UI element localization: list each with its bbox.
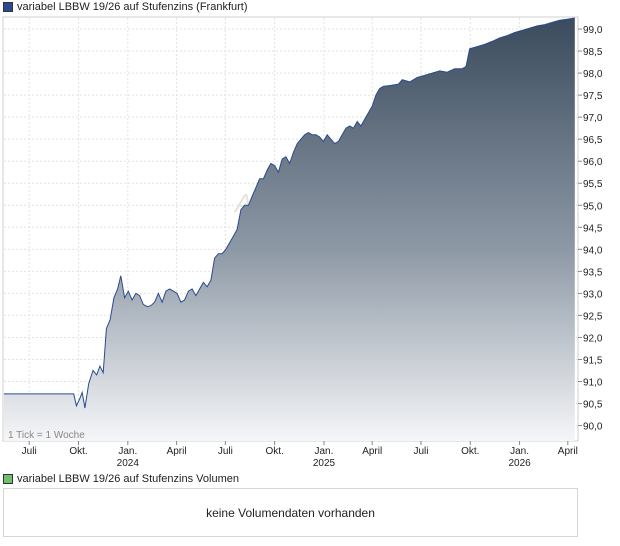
- x-year-label: 2026: [508, 458, 531, 469]
- y-tick-label: 97,5: [583, 91, 603, 102]
- x-tick-label: April: [558, 446, 578, 457]
- price-legend-label: variabel LBBW 19/26 auf Stufenzins (Fran…: [17, 1, 248, 13]
- y-tick-label: 97,0: [583, 113, 603, 124]
- x-tick-label: Okt.: [69, 446, 87, 457]
- x-tick-label: Jan.: [118, 446, 137, 457]
- x-tick-label: Okt.: [461, 446, 479, 457]
- x-tick-label: Jan.: [510, 446, 529, 457]
- volume-legend: variabel LBBW 19/26 auf Stufenzins Volum…: [3, 472, 239, 486]
- price-legend-swatch: [3, 2, 13, 12]
- x-tick-label: Jan.: [315, 446, 334, 457]
- y-tick-label: 93,0: [583, 289, 603, 300]
- y-tick-label: 98,5: [583, 47, 603, 58]
- y-tick-label: 99,0: [583, 25, 603, 36]
- y-tick-label: 90,5: [583, 400, 603, 411]
- y-tick-label: 95,0: [583, 201, 603, 212]
- x-tick-label: Juli: [22, 446, 37, 457]
- price-line: [4, 17, 575, 409]
- volume-panel: keine Volumendaten vorhanden: [3, 488, 578, 537]
- y-tick-label: 94,0: [583, 245, 603, 256]
- volume-message: keine Volumendaten vorhanden: [206, 505, 375, 520]
- y-tick-label: 90,0: [583, 422, 603, 433]
- y-tick-label: 92,5: [583, 311, 603, 322]
- x-year-label: 2025: [313, 458, 336, 469]
- y-tick-label: 91,0: [583, 378, 603, 389]
- y-tick-label: 92,0: [583, 333, 603, 344]
- y-tick-label: 98,0: [583, 69, 603, 80]
- y-tick-label: 94,5: [583, 223, 603, 234]
- volume-legend-swatch: [3, 474, 13, 484]
- volume-legend-label: variabel LBBW 19/26 auf Stufenzins Volum…: [17, 473, 239, 485]
- y-tick-label: 95,5: [583, 179, 603, 190]
- price-area: [4, 18, 575, 441]
- y-tick-label: 93,5: [583, 267, 603, 278]
- x-tick-label: Okt.: [265, 446, 283, 457]
- y-tick-label: 91,5: [583, 355, 603, 366]
- x-tick-label: Juli: [218, 446, 233, 457]
- y-tick-label: 96,5: [583, 135, 603, 146]
- x-tick-label: April: [167, 446, 187, 457]
- x-tick-label: April: [362, 446, 382, 457]
- x-year-label: 2024: [117, 458, 140, 469]
- price-legend: variabel LBBW 19/26 auf Stufenzins (Fran…: [3, 0, 248, 14]
- x-tick-label: Juli: [413, 446, 428, 457]
- tick-note: 1 Tick = 1 Woche: [8, 430, 85, 441]
- price-chart: AKTIE 90,090,591,091,592,092,593,093,594…: [2, 16, 603, 469]
- y-tick-label: 96,0: [583, 157, 603, 168]
